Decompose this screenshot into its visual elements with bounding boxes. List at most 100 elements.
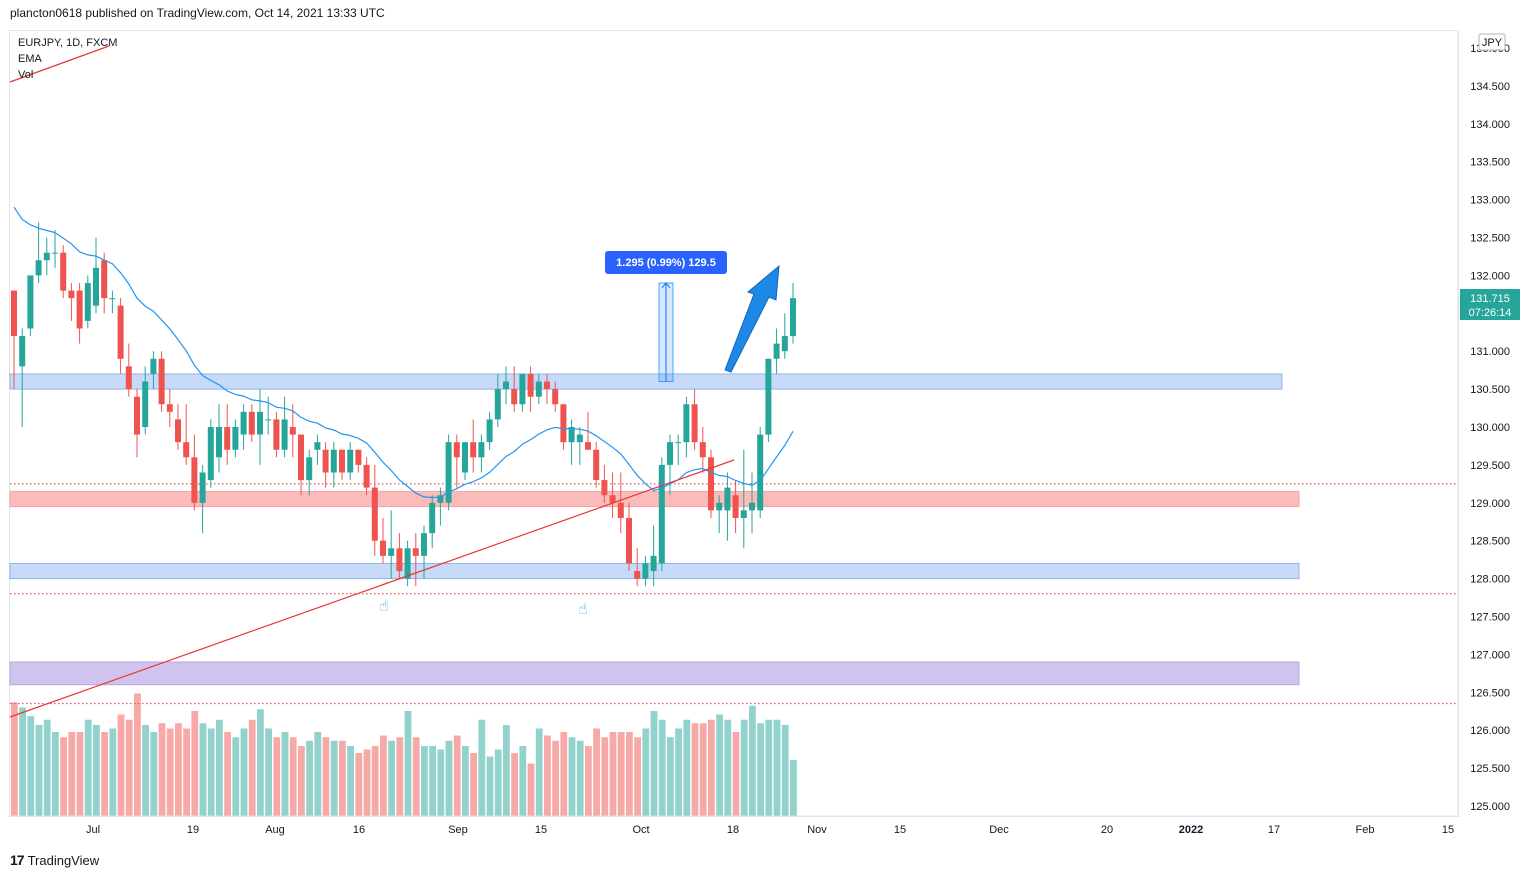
candle-body: [273, 419, 280, 450]
legend-trendline-sample: [9, 45, 110, 83]
candle-body: [576, 434, 583, 443]
candle-body: [544, 381, 550, 390]
volume-bar: [691, 723, 699, 816]
price-tick-label: 129.000: [1470, 498, 1510, 510]
volume-bar: [43, 719, 51, 816]
publish-header: plancton0618 published on TradingView.co…: [10, 6, 385, 20]
price-tick-label: 130.000: [1470, 422, 1510, 434]
time-tick-label: Jul: [86, 824, 100, 836]
candles-layer: [11, 222, 796, 587]
candle-body: [445, 442, 452, 503]
candle-body: [240, 411, 247, 435]
candle-body: [699, 442, 706, 458]
price-tick-label: 128.000: [1470, 574, 1510, 586]
candle-body: [790, 298, 796, 337]
volume-bar: [790, 760, 797, 816]
ema-line: [13, 206, 794, 499]
candle-body: [158, 358, 165, 405]
volume-bar: [191, 711, 199, 816]
volume-bar: [642, 728, 650, 816]
candle-body: [339, 449, 345, 473]
measure-label-box: [605, 251, 727, 274]
volume-bar: [609, 732, 617, 816]
tradingview-logo-icon: 17: [10, 852, 25, 868]
price-tick-label: 126.500: [1470, 687, 1510, 699]
volume-bar: [199, 723, 207, 816]
candle-body: [494, 389, 501, 420]
volume-bar: [339, 740, 346, 816]
candle-body: [347, 449, 354, 473]
volume-bar: [68, 732, 76, 816]
volume-bar: [781, 725, 789, 816]
candle-body: [519, 373, 526, 405]
candle-body: [462, 442, 468, 473]
volume-bar: [84, 719, 92, 816]
time-tick-label: Nov: [807, 824, 827, 836]
legend-vol[interactable]: Vol: [18, 69, 34, 81]
volume-bar: [568, 737, 576, 816]
volume-bar: [667, 737, 674, 816]
candle-body: [60, 252, 67, 291]
candle-body: [667, 442, 673, 465]
legend-symbol[interactable]: EURJPY, 1D, FXCM: [18, 37, 118, 49]
volume-bar: [142, 725, 149, 816]
volume-bar: [724, 719, 732, 816]
volume-bar: [626, 732, 633, 816]
volume-bar: [757, 723, 764, 816]
volume-bar: [248, 719, 256, 816]
candle-body: [617, 502, 624, 518]
candle-body: [642, 563, 649, 579]
volume-bar: [585, 746, 592, 816]
volume-bar: [207, 728, 215, 816]
price-tick-label: 125.000: [1470, 801, 1510, 813]
candle-body: [552, 389, 559, 405]
footer-brand[interactable]: 17 TradingView: [10, 852, 99, 868]
currency-badge: [1478, 33, 1506, 51]
volume-bar: [732, 732, 740, 816]
time-tick-label: 17: [1268, 824, 1280, 836]
volume-bar: [675, 728, 682, 816]
volume-bar: [421, 746, 428, 816]
candle-body: [601, 480, 608, 496]
candle-body: [363, 464, 370, 488]
candle-body: [142, 381, 149, 427]
legend-ema[interactable]: EMA: [18, 53, 42, 65]
dotted-levels-layer: [10, 483, 1458, 705]
candle-body: [781, 336, 788, 352]
candle-body: [166, 404, 173, 412]
candle-body: [175, 419, 181, 443]
volume-bar: [281, 732, 289, 816]
candle-body: [388, 548, 395, 556]
candle-body: [76, 290, 83, 329]
candle-body: [93, 267, 99, 306]
candle-body: [150, 358, 157, 374]
volume-bar: [134, 693, 141, 816]
candle-body: [650, 555, 657, 572]
candle-body: [298, 434, 304, 481]
candle-body: [658, 464, 665, 564]
time-tick-label: 18: [727, 824, 739, 836]
candle-body: [724, 487, 731, 511]
volume-bar: [298, 746, 305, 816]
annotations-layer: 1.295 (0.99%) 129.5 ☝ ☝: [9, 45, 780, 718]
candle-body: [437, 495, 444, 503]
pointing-hand-icon: ☝: [379, 596, 389, 615]
volume-bar: [429, 746, 436, 816]
volume-bar: [601, 737, 609, 816]
volume-bar: [76, 732, 84, 816]
last-price-badge: [1460, 289, 1520, 320]
price-tick-label: 129.500: [1470, 460, 1510, 472]
volume-bar: [330, 740, 338, 816]
candle-body: [535, 381, 542, 397]
volume-bar: [232, 737, 240, 816]
volume-bar: [699, 723, 707, 816]
volume-bar: [437, 749, 445, 816]
price-tick-label: 128.500: [1470, 536, 1510, 548]
candle-body: [183, 442, 190, 458]
volume-bar: [27, 716, 35, 816]
volume-bar: [52, 732, 59, 816]
time-tick-label: Feb: [1356, 824, 1375, 836]
zones-layer: [9, 373, 1300, 686]
volume-bar: [740, 719, 748, 816]
